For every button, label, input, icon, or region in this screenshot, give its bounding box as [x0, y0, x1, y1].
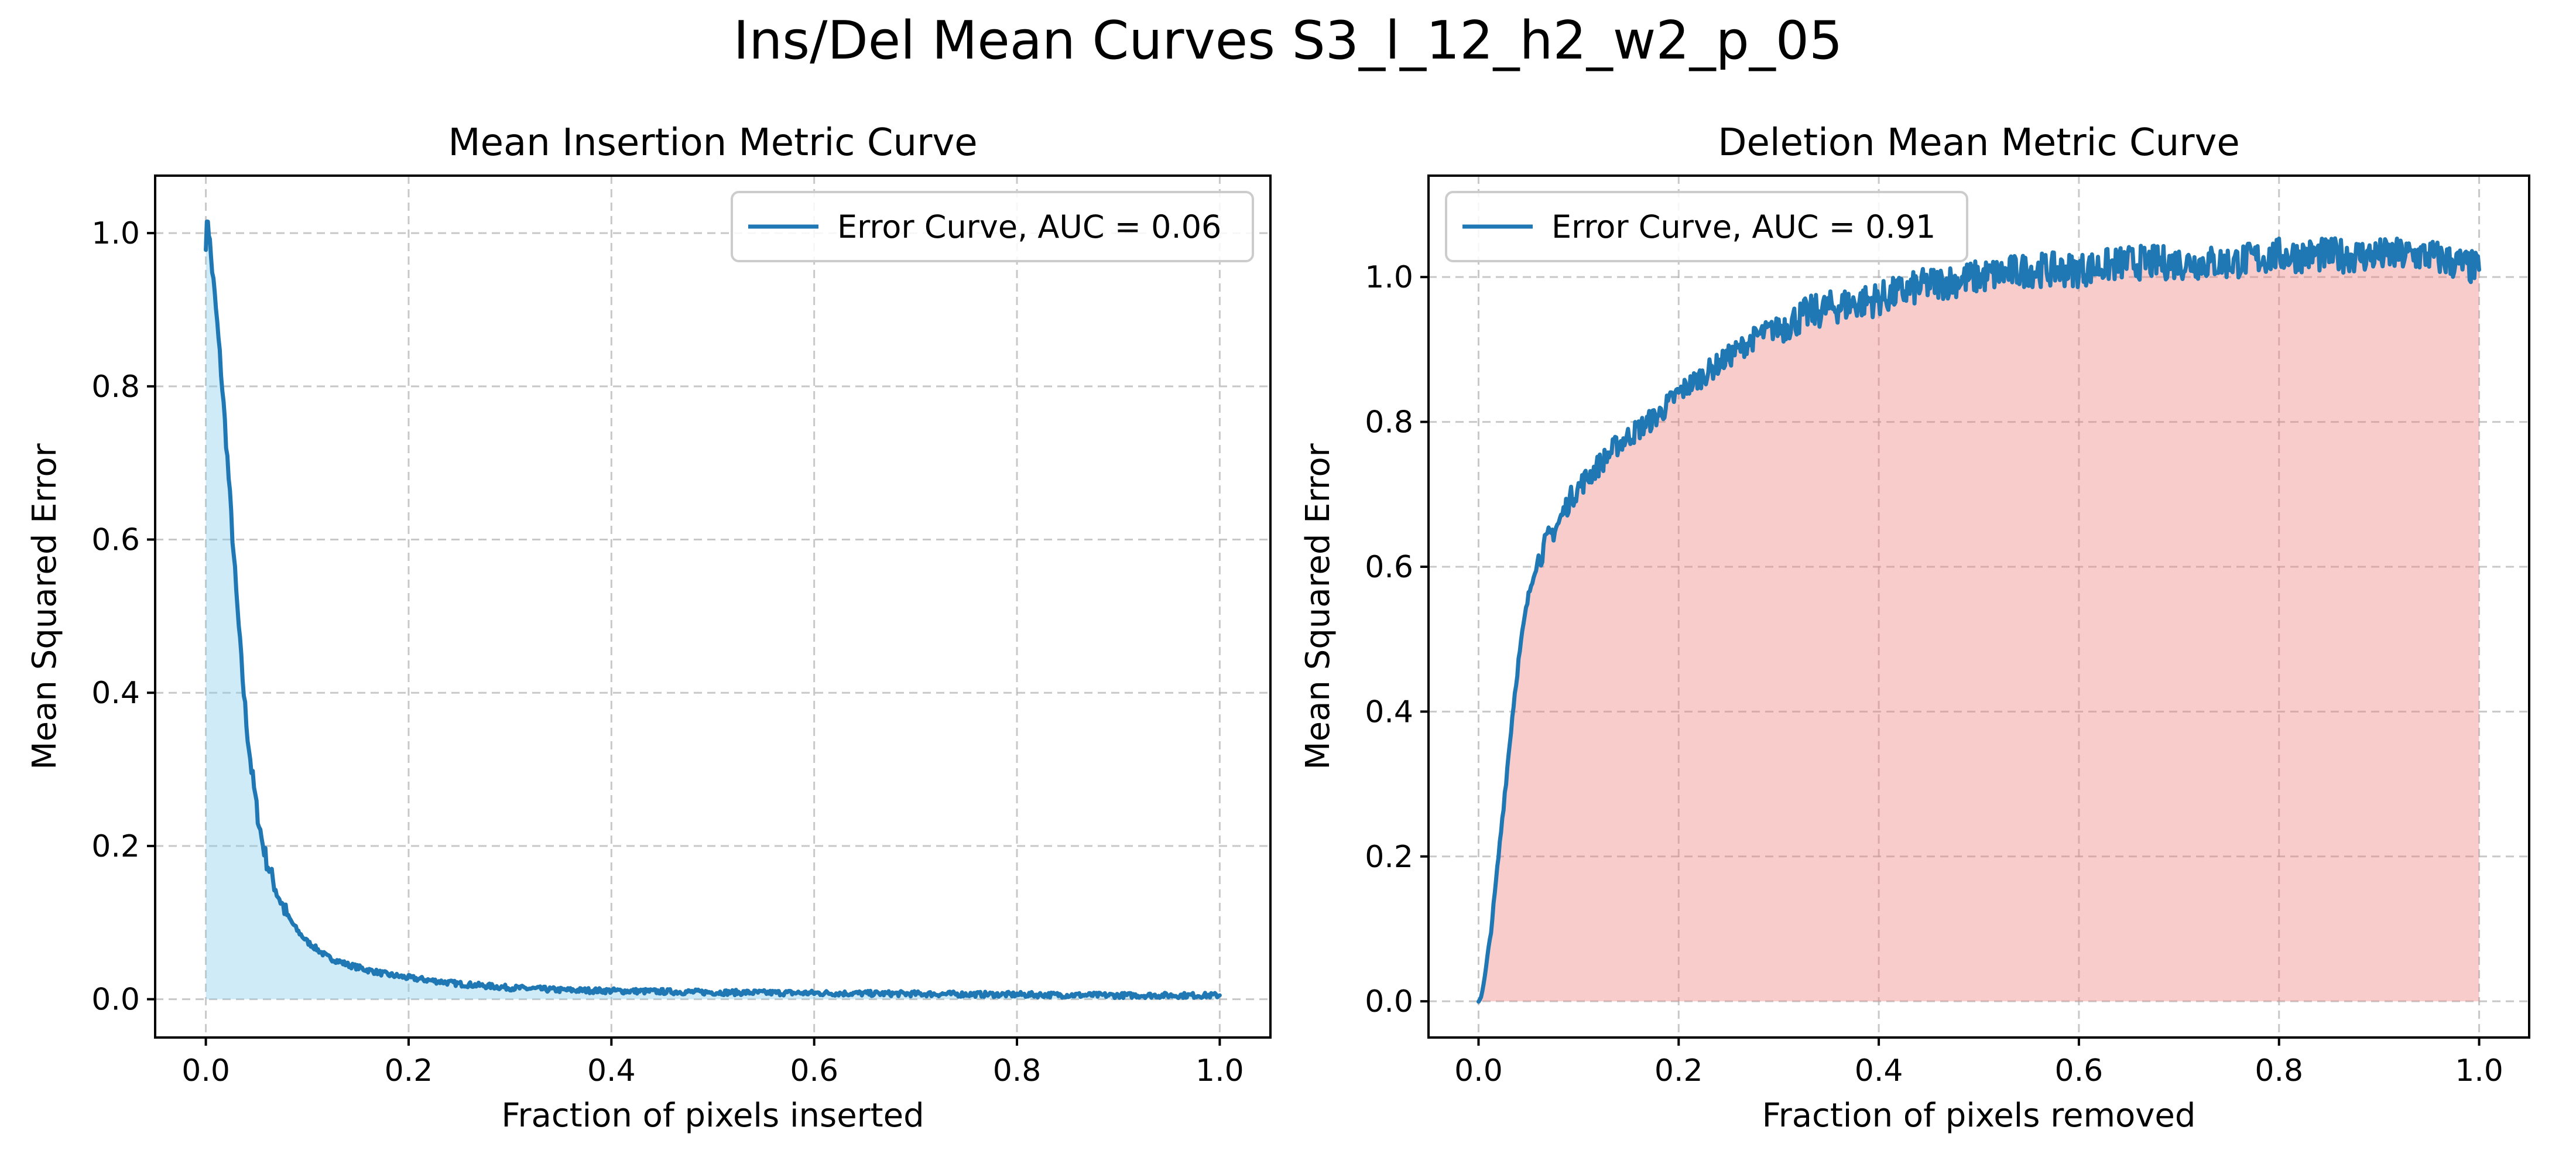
series-line: [204, 219, 1222, 1001]
series-line: [1477, 236, 2481, 1004]
x-tick-label: 0.6: [790, 1053, 838, 1088]
legend-label: Error Curve, AUC = 0.06: [837, 208, 1221, 245]
x-axis-label: Fraction of pixels inserted: [501, 1097, 924, 1135]
y-tick-label: 1.0: [91, 216, 140, 251]
y-tick-label: 0.8: [91, 369, 140, 405]
x-tick-label: 0.0: [1454, 1053, 1503, 1088]
area-fill: [205, 221, 1220, 999]
legend-label: Error Curve, AUC = 0.91: [1551, 208, 1936, 245]
chart-title: Deletion Mean Metric Curve: [1718, 121, 2240, 165]
x-tick-label: 0.8: [993, 1053, 1042, 1088]
axes-frame: [154, 174, 1272, 1039]
y-tick-label: 0.2: [1365, 840, 1413, 875]
x-tick-label: 0.4: [1855, 1053, 1903, 1088]
y-tick-label: 0.8: [1365, 405, 1413, 440]
y-tick-label: 0.0: [1365, 984, 1413, 1019]
x-tick-label: 1.0: [2455, 1053, 2503, 1088]
y-tick-label: 0.4: [1365, 694, 1413, 730]
y-tick-label: 1.0: [1365, 260, 1413, 295]
legend-box: [731, 191, 1254, 262]
area-fill: [1478, 238, 2479, 1002]
y-tick-label: 0.4: [91, 676, 140, 711]
y-tick-label: 0.6: [1365, 550, 1413, 585]
y-axis-label: Mean Squared Error: [1299, 443, 1337, 769]
x-axis-label: Fraction of pixels removed: [1762, 1097, 2196, 1135]
x-tick-label: 0.8: [2255, 1053, 2303, 1088]
deletion-chart: Deletion Mean Metric Curve 0.0 0.2 0.4 0.6 0.…: [1299, 121, 2530, 1135]
x-tick-label: 1.0: [1195, 1053, 1244, 1088]
insertion-chart: Mean Insertion Metric Curve 0.0 0.2 0.4 0.6 0…: [26, 121, 1272, 1135]
chart-title: Mean Insertion Metric Curve: [448, 121, 977, 165]
y-tick-label: 0.6: [91, 523, 140, 558]
y-tick-label: 0.2: [91, 829, 140, 864]
axes-frame: [1427, 174, 2530, 1039]
legend: Error Curve, AUC = 0.06: [731, 191, 1254, 262]
x-tick-label: 0.2: [385, 1053, 433, 1088]
legend: Error Curve, AUC = 0.91: [1445, 191, 1968, 262]
y-axis-label: Mean Squared Error: [26, 443, 64, 769]
x-tick-label: 0.2: [1654, 1053, 1703, 1088]
legend-box: [1445, 191, 1968, 262]
y-tick-label: 0.0: [91, 982, 140, 1018]
figure-suptitle: Ins/Del Mean Curves S3_l_12_h2_w2_p_05: [734, 10, 1843, 71]
x-tick-label: 0.4: [587, 1053, 636, 1088]
x-tick-label: 0.0: [181, 1053, 230, 1088]
x-tick-label: 0.6: [2055, 1053, 2104, 1088]
